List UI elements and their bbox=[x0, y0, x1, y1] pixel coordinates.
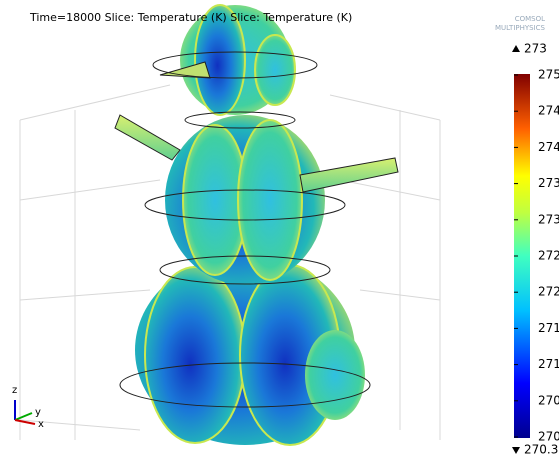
tick-label: 271.5 bbox=[538, 321, 559, 335]
caption: Time=18000 Slice: Temperature (K) Slice:… bbox=[29, 11, 352, 24]
axis-label: z bbox=[12, 385, 17, 396]
tick-label: 271 bbox=[538, 357, 559, 371]
max-marker bbox=[512, 45, 520, 52]
snowman bbox=[115, 5, 398, 445]
tick-label: 272.5 bbox=[538, 249, 559, 263]
tick-label: 274 bbox=[538, 140, 559, 154]
max-label: 273 bbox=[524, 42, 547, 56]
logo: COMSOL bbox=[515, 15, 545, 23]
min-marker bbox=[512, 447, 520, 454]
min-label: 270.3 bbox=[524, 443, 558, 457]
tick-label: 272 bbox=[538, 285, 559, 299]
axis-label: x bbox=[38, 419, 44, 430]
tick-label: 273.5 bbox=[538, 176, 559, 190]
tick-label: 270.5 bbox=[538, 393, 559, 407]
tick-label: 275 bbox=[538, 68, 559, 82]
viewport: Time=18000 Slice: Temperature (K) Slice:… bbox=[0, 0, 559, 459]
tick-label: 270 bbox=[538, 430, 559, 444]
axis-triad: z y x bbox=[12, 385, 44, 430]
tick-label: 273 bbox=[538, 212, 559, 226]
tick-label: 274.5 bbox=[538, 104, 559, 118]
axis-label: y bbox=[35, 407, 41, 418]
logo: MULTIPHYSICS bbox=[495, 24, 546, 32]
